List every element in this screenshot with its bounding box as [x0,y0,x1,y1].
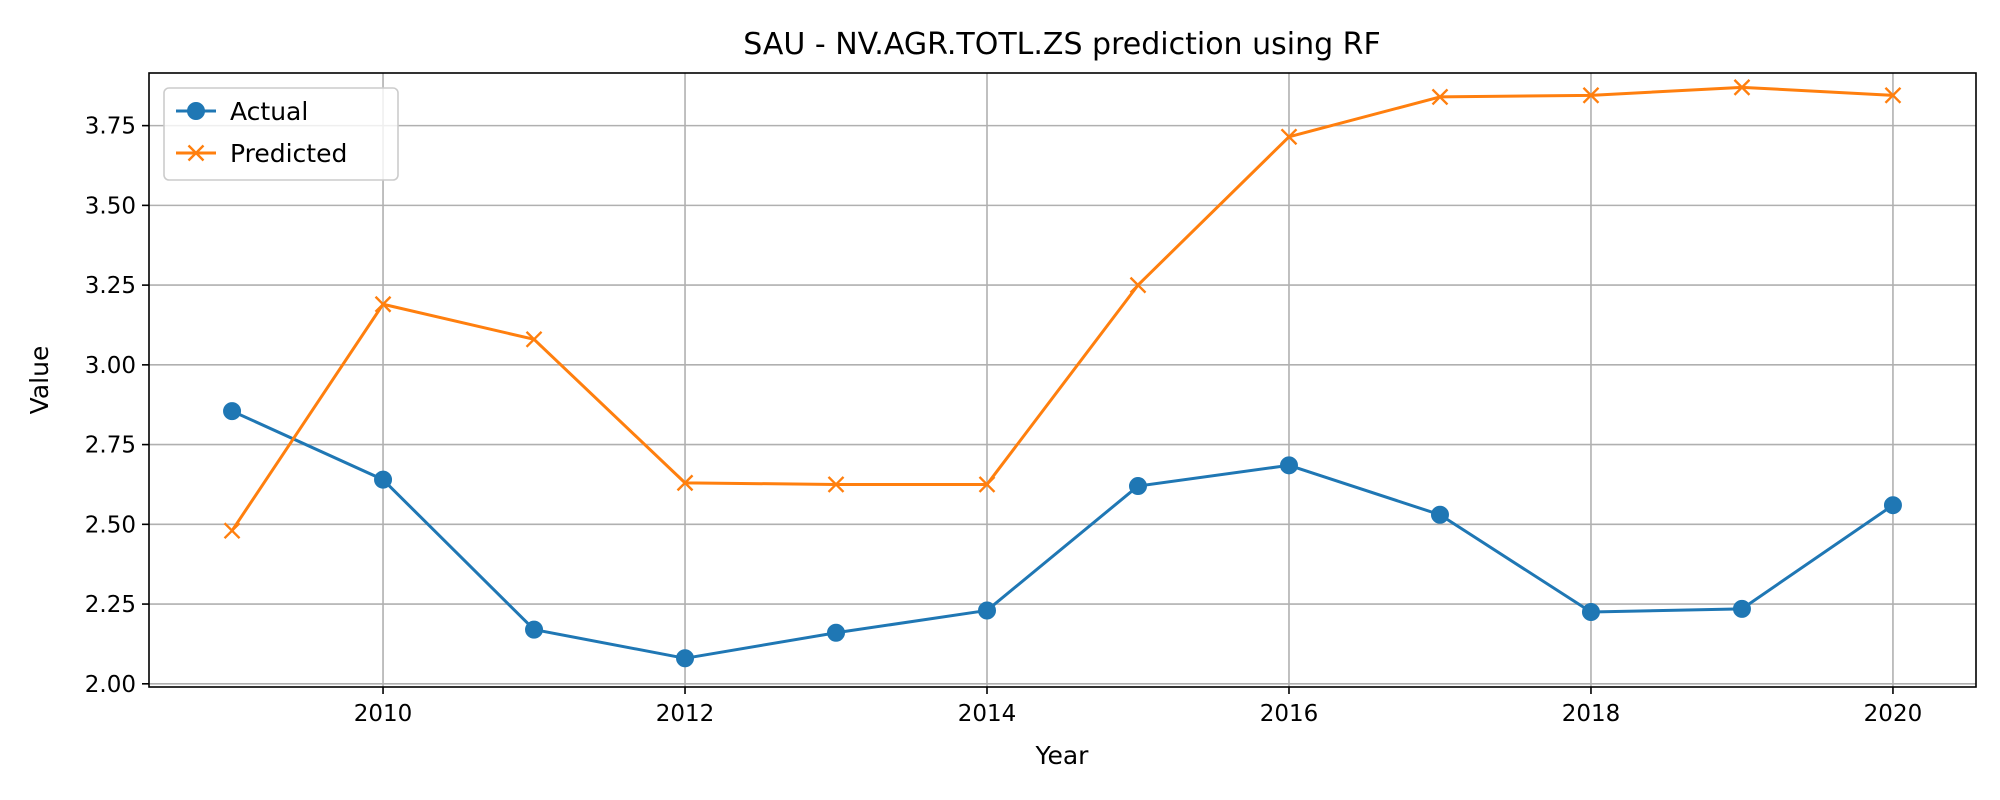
data-point-predicted [978,476,996,493]
data-point-predicted [223,522,241,540]
data-point-predicted [525,330,543,348]
legend-marker [187,144,205,162]
x-tick-label: 2014 [958,701,1017,727]
data-point-predicted [1431,88,1449,106]
data-point-actual [827,623,846,642]
y-tick-label: 2.00 [85,672,136,698]
series-actual [223,402,1902,668]
y-tick-label: 3.50 [85,193,136,219]
series-predicted [223,79,1902,540]
legend-marker [187,102,205,120]
y-tick-label: 3.25 [85,273,136,299]
data-point-actual [1128,477,1147,496]
data-point-predicted [1129,276,1147,294]
x-axis-label: Year [1035,741,1090,770]
legend-label: Actual [230,97,308,126]
y-tick-label: 2.50 [85,512,136,538]
data-point-predicted [1733,79,1751,96]
data-point-actual [223,402,242,421]
data-point-actual [676,649,695,668]
y-tick-label: 2.25 [85,592,136,618]
data-point-predicted [676,474,694,492]
x-tick-label: 2016 [1260,701,1319,727]
data-point-actual [978,601,997,620]
data-point-predicted [374,295,392,313]
legend-label: Predicted [230,139,347,168]
data-point-predicted [1884,86,1902,104]
y-tick-label: 2.75 [85,433,136,459]
grid [149,73,1976,687]
series-line-actual [231,409,1894,660]
x-tick-label: 2018 [1562,701,1621,727]
legend-item-predicted: Predicted [176,139,347,168]
plot-area-frame [148,72,1977,688]
axis-ticks: 2010 2012 2014 2016 2018 2020 2.00 2.25 2.50 2.75… [85,114,1922,727]
legend-item-actual: Actual [176,97,308,126]
series-line-predicted [230,85,1894,532]
data-point-actual [1430,505,1449,524]
y-axis-label: Value [25,346,54,415]
data-point-actual [1279,456,1298,475]
legend: Actual Predicted [163,87,399,181]
legend-box [163,87,399,181]
data-point-actual [525,620,544,639]
x-tick-label: 2010 [354,701,413,727]
y-tick-label: 3.75 [85,114,136,140]
x-tick-label: 2012 [656,701,715,727]
series-layer [223,79,1902,668]
x-tick-label: 2020 [1864,701,1923,727]
data-point-actual [1732,599,1751,618]
data-point-actual [374,470,393,489]
chart-title: SAU - NV.AGR.TOTL.ZS prediction using RF [743,27,1381,62]
data-point-actual [1883,496,1902,515]
data-point-predicted [1582,86,1600,104]
data-point-predicted [827,476,845,493]
data-point-actual [1581,603,1600,622]
y-tick-label: 3.00 [85,353,136,379]
data-point-predicted [1280,128,1298,146]
